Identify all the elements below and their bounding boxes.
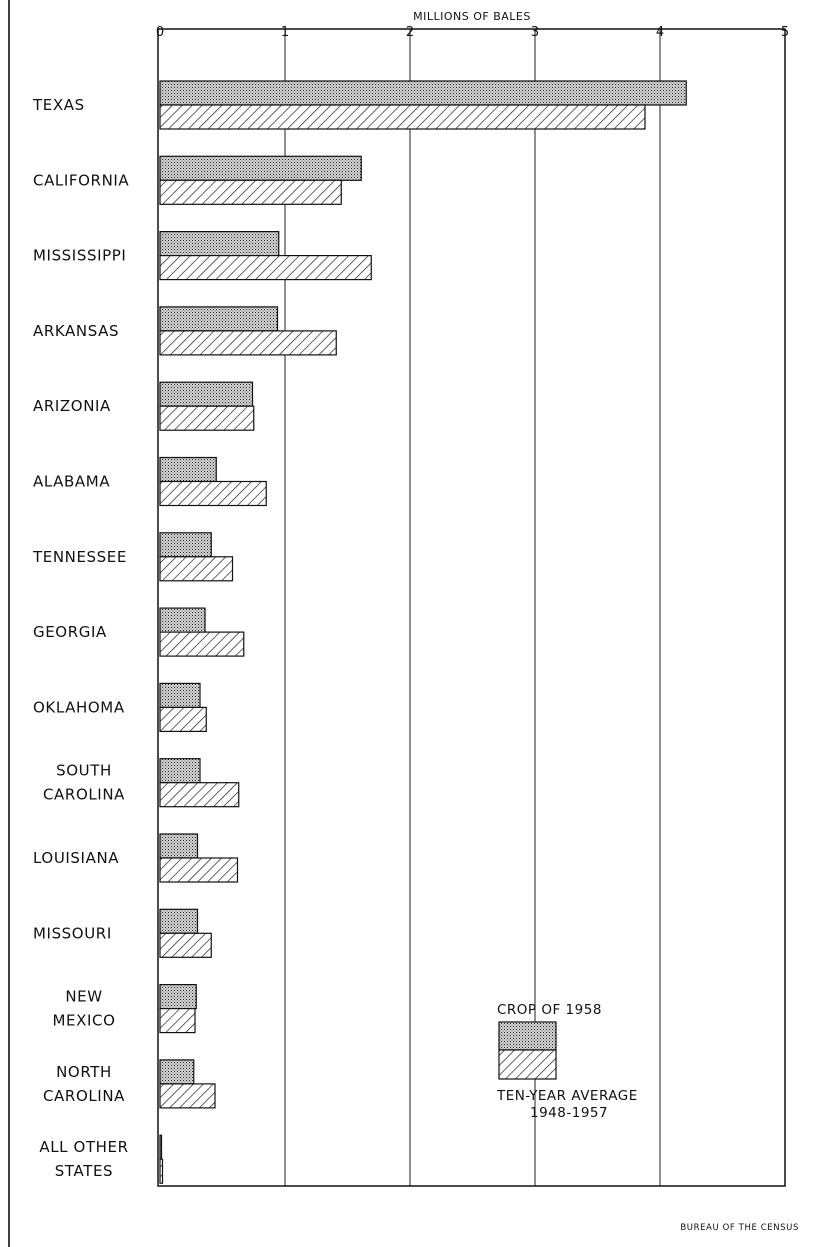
x-tick-label-2: 2 (406, 25, 414, 40)
bar-crop-1958-10 (159, 833, 199, 859)
bar-crop-1958-3 (159, 306, 279, 332)
category-label-13-1: CAROLINA (43, 1087, 125, 1105)
bar-crop-1958-8 (159, 682, 201, 709)
bar-crop-1958-4 (159, 381, 254, 407)
bar-crop-1958-14 (159, 1134, 163, 1160)
category-label-6-0: TENNESSEE (32, 548, 127, 566)
category-label-7-0: GEORGIA (33, 623, 107, 641)
plot-frame (157, 28, 786, 1187)
bar-crop-1958-11 (159, 908, 199, 934)
category-label-5-0: ALABAMA (33, 473, 110, 491)
bar-ten-year-avg-8 (159, 706, 207, 733)
bar-crop-1958-6 (159, 532, 212, 558)
bars (159, 80, 687, 1184)
category-labels: TEXAS CALIFORNIA MISSISSIPPI ARKANSAS ARIZON… (32, 96, 129, 1180)
bar-ten-year-avg-6 (159, 556, 234, 582)
category-label-0-0: TEXAS (32, 96, 85, 114)
legend-label-ten-year-average: TEN-YEAR AVERAGE (496, 1088, 638, 1104)
category-label-1-0: CALIFORNIA (33, 171, 129, 189)
bar-ten-year-avg-2 (159, 255, 372, 281)
category-label-4-0: ARIZONIA (33, 397, 111, 415)
source-note: BUREAU OF THE CENSUS (680, 1223, 799, 1233)
bar-ten-year-avg-13 (159, 1083, 216, 1109)
category-label-13-0: NORTH (56, 1063, 112, 1081)
bar-crop-1958-0 (159, 80, 687, 106)
bar-crop-1958-2 (159, 231, 280, 257)
category-label-12-0: NEW (65, 988, 102, 1006)
legend-swatch-hatch (498, 1049, 557, 1080)
bar-ten-year-avg-10 (159, 857, 239, 883)
bar-ten-year-avg-1 (159, 179, 342, 205)
x-axis-title: MILLIONS OF BALES (413, 10, 531, 23)
category-label-14-0: ALL OTHER (39, 1138, 128, 1156)
legend-swatch-stipple (498, 1021, 557, 1051)
bar-ten-year-avg-14 (159, 1158, 164, 1184)
bar-ten-year-avg-12 (159, 1007, 196, 1034)
bar-crop-1958-12 (159, 983, 197, 1010)
category-label-11-0: MISSOURI (33, 924, 112, 942)
bar-ten-year-avg-7 (159, 631, 245, 657)
bar-ten-year-avg-0 (159, 104, 646, 130)
category-label-8-0: OKLAHOMA (33, 698, 125, 716)
bar-ten-year-avg-4 (159, 405, 255, 431)
x-tick-label-3: 3 (531, 25, 539, 40)
bar-ten-year-avg-9 (159, 782, 240, 808)
category-label-9-1: CAROLINA (43, 786, 125, 804)
legend-label-crop-1958: CROP OF 1958 (497, 1002, 602, 1018)
bar-ten-year-avg-11 (159, 932, 212, 958)
category-label-10-0: LOUISIANA (33, 849, 119, 867)
x-tick-label-0: 0 (156, 25, 164, 40)
x-tick-label-4: 4 (656, 25, 664, 40)
legend-label-years: 1948-1957 (530, 1105, 608, 1121)
gridlines (284, 29, 661, 1186)
bar-ten-year-avg-3 (159, 330, 337, 356)
bar-crop-1958-9 (159, 758, 201, 784)
bar-crop-1958-1 (159, 155, 362, 181)
x-tick-label-1: 1 (281, 25, 289, 40)
bar-crop-1958-13 (159, 1059, 195, 1085)
category-label-14-1: STATES (55, 1162, 113, 1180)
category-label-3-0: ARKANSAS (33, 322, 119, 340)
category-label-12-1: MEXICO (53, 1012, 116, 1030)
bar-crop-1958-7 (159, 607, 206, 633)
bar-crop-1958-5 (159, 456, 217, 483)
bar-ten-year-avg-5 (159, 480, 267, 507)
category-label-9-0: SOUTH (56, 762, 112, 780)
category-label-2-0: MISSISSIPPI (33, 247, 126, 265)
